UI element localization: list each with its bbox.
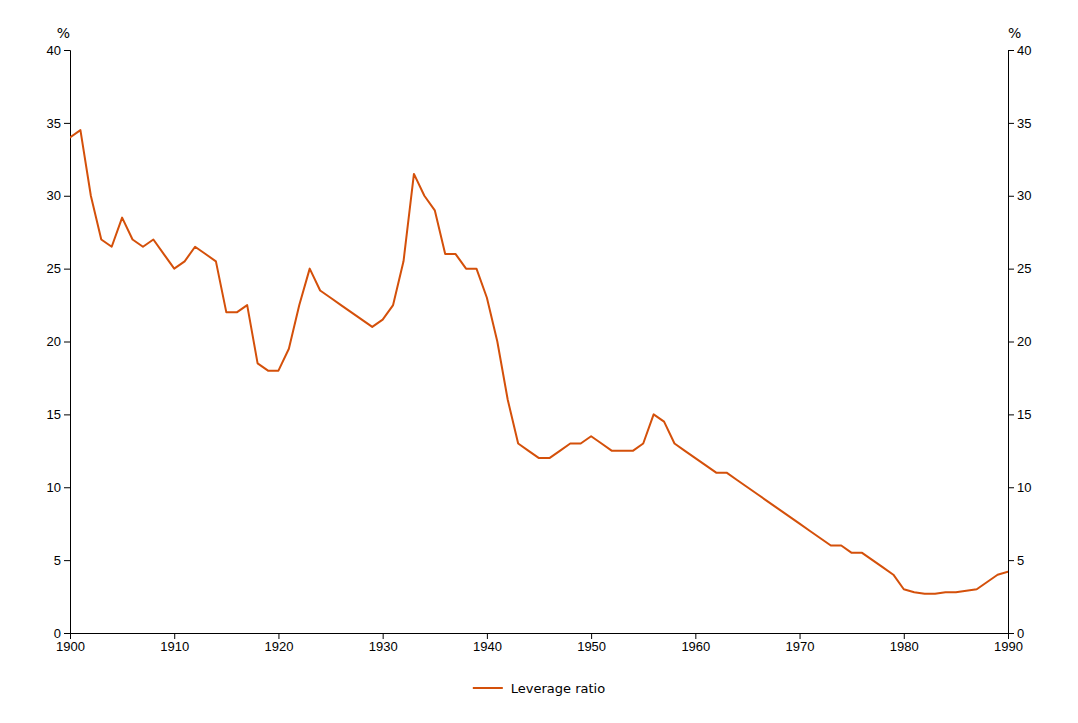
tick-label: 1980 bbox=[890, 639, 919, 654]
tick-mark bbox=[487, 633, 488, 639]
tick: 30 bbox=[47, 188, 70, 203]
y2-axis-line bbox=[1009, 51, 1015, 634]
tick-label: 1960 bbox=[681, 639, 710, 654]
tick: 1980 bbox=[890, 633, 919, 654]
tick-mark bbox=[1008, 269, 1014, 270]
tick-mark bbox=[278, 633, 279, 639]
tick: 1930 bbox=[369, 633, 398, 654]
tick-label: 30 bbox=[47, 188, 61, 203]
legend-label: Leverage ratio bbox=[511, 681, 605, 696]
tick-mark bbox=[1008, 342, 1014, 343]
tick: 0 bbox=[1008, 626, 1024, 641]
tick-label: 0 bbox=[1017, 626, 1024, 641]
tick: 0 bbox=[54, 626, 70, 641]
tick: 30 bbox=[1008, 188, 1031, 203]
tick-mark bbox=[383, 633, 384, 639]
legend: Leverage ratio bbox=[473, 681, 605, 696]
x-axis-line bbox=[71, 634, 1009, 640]
tick: 5 bbox=[54, 553, 70, 568]
tick-mark bbox=[64, 560, 70, 561]
tick-mark bbox=[64, 342, 70, 343]
lines bbox=[70, 130, 1008, 593]
tick-label: 1910 bbox=[160, 639, 189, 654]
legend-item: Leverage ratio bbox=[473, 681, 605, 696]
tick-mark bbox=[64, 123, 70, 124]
line bbox=[70, 130, 1008, 593]
tick: 1960 bbox=[681, 633, 710, 654]
tick-mark bbox=[64, 50, 70, 51]
tick-label: 0 bbox=[54, 626, 61, 641]
y2-axis: 0 5 10 15 20 25 30 35 40 bbox=[1008, 43, 1031, 641]
tick-label: 5 bbox=[54, 553, 61, 568]
tick-label: 35 bbox=[1017, 116, 1031, 131]
tick-mark bbox=[64, 196, 70, 197]
y-axis: 0 5 10 15 20 25 30 35 40 bbox=[47, 43, 71, 641]
tick-label: 25 bbox=[47, 261, 61, 276]
tick-mark bbox=[1008, 414, 1014, 415]
tick-mark bbox=[64, 633, 70, 634]
tick-mark bbox=[1008, 123, 1014, 124]
plot: 1900 1910 1920 1930 1940 1950 1960 1970 1980 1990… bbox=[47, 25, 1032, 654]
y-axis-line bbox=[64, 51, 71, 634]
tick-mark bbox=[64, 269, 70, 270]
tick: 10 bbox=[1008, 480, 1031, 495]
tick-label: 40 bbox=[1017, 43, 1031, 58]
tick: 40 bbox=[1008, 43, 1031, 58]
tick: 5 bbox=[1008, 553, 1024, 568]
tick: 35 bbox=[47, 116, 70, 131]
tick-mark bbox=[1008, 50, 1014, 51]
tick-mark bbox=[695, 633, 696, 639]
tick-label: 5 bbox=[1017, 553, 1024, 568]
tick: 15 bbox=[1008, 407, 1031, 422]
tick-mark bbox=[1008, 196, 1014, 197]
tick-label: 35 bbox=[47, 116, 61, 131]
tick-label: 1930 bbox=[369, 639, 398, 654]
chart: 1900 1910 1920 1930 1940 1950 1960 1970 1980 1990… bbox=[0, 0, 1078, 723]
tick-label: 15 bbox=[47, 407, 61, 422]
tick: 20 bbox=[1008, 334, 1031, 349]
tick: 10 bbox=[47, 480, 70, 495]
tick-label: 1950 bbox=[577, 639, 606, 654]
tick: 20 bbox=[47, 334, 70, 349]
tick: 1920 bbox=[264, 633, 293, 654]
tick: 40 bbox=[47, 43, 70, 58]
tick-label: 10 bbox=[1017, 480, 1031, 495]
tick-mark bbox=[591, 633, 592, 639]
tick: 1940 bbox=[473, 633, 502, 654]
tick: 25 bbox=[47, 261, 70, 276]
tick-label: 20 bbox=[1017, 334, 1031, 349]
tick-label: 10 bbox=[47, 480, 61, 495]
tick-mark bbox=[64, 487, 70, 488]
x-axis: 1900 1910 1920 1930 1940 1950 1960 1970 1980 1990 bbox=[56, 633, 1023, 654]
tick-label: 20 bbox=[47, 334, 61, 349]
tick-label: 25 bbox=[1017, 261, 1031, 276]
tick-mark bbox=[904, 633, 905, 639]
tick-label: 1900 bbox=[56, 639, 85, 654]
tick: 25 bbox=[1008, 261, 1031, 276]
tick: 15 bbox=[47, 407, 70, 422]
tick-label: 1920 bbox=[264, 639, 293, 654]
legend-swatch bbox=[473, 687, 503, 689]
tick: 1950 bbox=[577, 633, 606, 654]
tick-mark bbox=[174, 633, 175, 639]
tick-mark bbox=[1008, 560, 1014, 561]
tick-label: 1990 bbox=[994, 639, 1023, 654]
tick-label: 30 bbox=[1017, 188, 1031, 203]
y2-axis-label: % bbox=[1008, 25, 1021, 41]
tick-mark bbox=[1008, 633, 1014, 634]
tick-mark bbox=[64, 414, 70, 415]
tick-label: 1940 bbox=[473, 639, 502, 654]
tick-mark bbox=[800, 633, 801, 639]
tick: 1910 bbox=[160, 633, 189, 654]
tick: 35 bbox=[1008, 116, 1031, 131]
y-axis-label: % bbox=[57, 25, 70, 41]
tick-label: 40 bbox=[47, 43, 61, 58]
tick-mark bbox=[1008, 487, 1014, 488]
tick-label: 15 bbox=[1017, 407, 1031, 422]
tick: 1970 bbox=[786, 633, 815, 654]
tick-label: 1970 bbox=[786, 639, 815, 654]
